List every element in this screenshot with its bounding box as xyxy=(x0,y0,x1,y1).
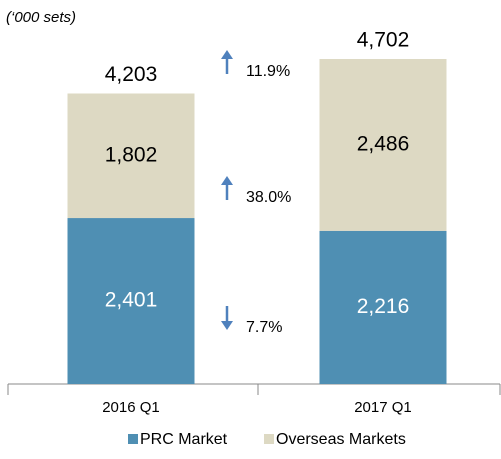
value-label: 2,216 xyxy=(357,295,410,318)
chart-subtitle: (‘000 sets) xyxy=(6,9,76,26)
bar-segment xyxy=(319,230,447,384)
bar-segment xyxy=(319,59,447,231)
x-tick-label: 2017 Q1 xyxy=(354,399,412,416)
legend-label: PRC Market xyxy=(140,431,228,448)
legend-swatch xyxy=(128,434,138,444)
legend-label: Overseas Markets xyxy=(276,431,406,448)
value-label: 2,401 xyxy=(105,289,158,312)
bar-segment xyxy=(67,218,195,384)
bar-segment xyxy=(67,93,195,219)
change-label: 11.9% xyxy=(246,63,290,80)
change-arrow-head xyxy=(221,321,233,330)
change-arrow-head xyxy=(221,50,233,59)
value-label: 1,802 xyxy=(105,143,158,166)
change-arrow-head xyxy=(221,176,233,185)
value-label: 2,486 xyxy=(357,132,410,155)
change-label: 7.7% xyxy=(246,319,282,336)
x-tick-label: 2016 Q1 xyxy=(102,399,160,416)
legend-swatch xyxy=(264,434,274,444)
change-label: 38.0% xyxy=(246,189,291,206)
total-label: 4,203 xyxy=(105,63,158,86)
total-label: 4,702 xyxy=(357,29,410,52)
